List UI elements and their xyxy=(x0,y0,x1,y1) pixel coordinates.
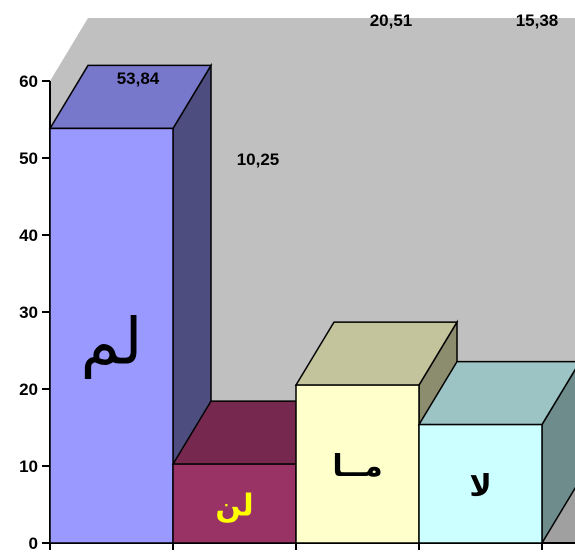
y-axis: 0 10 20 30 40 50 60 xyxy=(19,72,575,553)
y-tick-label-10: 10 xyxy=(19,457,38,476)
bar-front-1 xyxy=(49,127,174,544)
bar-front-3 xyxy=(295,384,420,544)
bar-front-2 xyxy=(172,463,297,544)
bars: لم لن مــا لا xyxy=(48,62,575,546)
category-label-2: لن xyxy=(215,489,253,524)
y-tick-label-20: 20 xyxy=(19,380,38,399)
y-tick-label-30: 30 xyxy=(19,303,38,322)
y-tick-label-40: 40 xyxy=(19,226,38,245)
y-tick-label-50: 50 xyxy=(19,149,38,168)
y-tick-label-60: 60 xyxy=(19,72,38,91)
bar-front-4 xyxy=(418,423,543,544)
value-label-1: 53,84 xyxy=(117,69,160,88)
value-labels: 53,84 10,25 20,51 15,38 xyxy=(117,11,559,169)
value-label-4: 15,38 xyxy=(516,11,559,30)
value-label-3: 20,51 xyxy=(370,11,413,30)
bar-4: لا xyxy=(417,360,575,546)
category-label-4: لا xyxy=(469,469,491,504)
y-tick-label-0: 0 xyxy=(29,534,38,553)
value-label-2: 10,25 xyxy=(237,150,280,169)
category-label-3: مــا xyxy=(332,449,382,484)
category-label-1: لم xyxy=(80,306,142,380)
